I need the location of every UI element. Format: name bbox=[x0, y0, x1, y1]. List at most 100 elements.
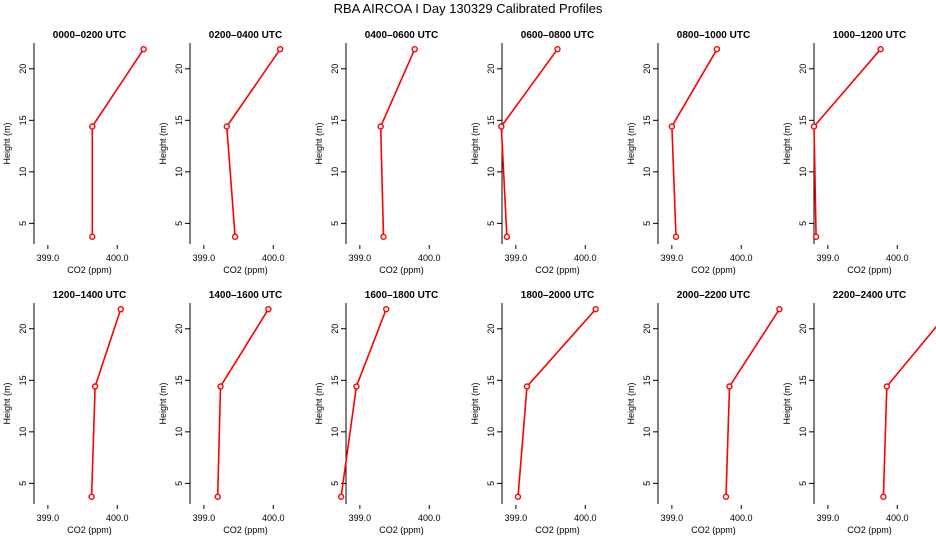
panel-11-data-point bbox=[776, 305, 783, 313]
panel-10-y-tick-label: 15 bbox=[486, 375, 496, 385]
panel-12-x-tick-label: 400.0 bbox=[886, 513, 909, 523]
panel-4-data-point bbox=[554, 45, 561, 53]
panel-9-data-point bbox=[383, 305, 390, 313]
panel-7-data-point bbox=[88, 493, 95, 500]
panel-11-y-label: Height (m) bbox=[626, 382, 636, 424]
panel-2-y-label: Height (m) bbox=[158, 122, 168, 164]
panel-10-data-point bbox=[523, 383, 531, 390]
panel-10-data-point bbox=[592, 305, 599, 313]
panel-2-data-point bbox=[276, 45, 284, 53]
panel-3-title: 0400–0600 UTC bbox=[365, 30, 438, 41]
panel-5-x-tick-label: 400.0 bbox=[730, 253, 753, 263]
panel-1-x-tick-label: 400.0 bbox=[106, 253, 129, 263]
panel-2-x-tick-label: 400.0 bbox=[262, 253, 285, 263]
panel-1-x-label: CO2 (ppm) bbox=[67, 265, 112, 275]
panel-2-y-tick-label: 5 bbox=[174, 221, 184, 226]
panel-4-data-point bbox=[498, 123, 505, 130]
panel-12-title: 2200–2400 UTC bbox=[833, 290, 906, 301]
panel-11-x-tick-label: 400.0 bbox=[730, 513, 753, 523]
panel-6-y-tick-label: 10 bbox=[798, 167, 808, 177]
panel-1-y-tick-label: 15 bbox=[18, 115, 28, 125]
panel-9-x-tick-label: 399.0 bbox=[349, 513, 372, 523]
panel-6-x-tick-label: 400.0 bbox=[886, 253, 909, 263]
panel-9-series-line bbox=[340, 308, 387, 497]
panel-7-y-label: Height (m) bbox=[2, 382, 12, 424]
panel-10-title: 1800–2000 UTC bbox=[521, 290, 594, 301]
panel-4-y-tick-label: 20 bbox=[486, 64, 496, 74]
panel-2-data-point bbox=[223, 123, 230, 130]
panel-12-series-line bbox=[882, 325, 936, 497]
panel-12-x-label: CO2 (ppm) bbox=[847, 525, 892, 535]
panel-3-data-point bbox=[377, 123, 384, 130]
panel-6-y-tick-label: 5 bbox=[798, 221, 808, 226]
panel-9-y-tick-label: 5 bbox=[330, 481, 340, 486]
panel-9-y-tick-label: 15 bbox=[330, 375, 340, 385]
panel-8-series-line bbox=[216, 308, 270, 497]
panel-6-x-label: CO2 (ppm) bbox=[847, 265, 892, 275]
panel-7-x-tick-label: 399.0 bbox=[37, 513, 60, 523]
panel-12-y-label: Height (m) bbox=[782, 382, 792, 424]
panel-10-y-tick-label: 10 bbox=[486, 427, 496, 437]
panel-8-data-point bbox=[265, 305, 272, 313]
panel-1-series-line bbox=[91, 48, 145, 237]
panel-2-y-tick-label: 15 bbox=[174, 115, 184, 125]
panel-12-y-tick-label: 20 bbox=[798, 324, 808, 334]
panel-4-y-label: Height (m) bbox=[470, 122, 480, 164]
panel-5-y-tick-label: 20 bbox=[642, 64, 652, 74]
panel-12-y-tick-label: 15 bbox=[798, 375, 808, 385]
panel-9-y-tick-label: 10 bbox=[330, 427, 340, 437]
figure-title: RBA AIRCOA I Day 130329 Calibrated Profi… bbox=[333, 1, 603, 16]
panel-9-x-label: CO2 (ppm) bbox=[379, 525, 424, 535]
panel-7-y-tick-label: 15 bbox=[18, 375, 28, 385]
panel-12-x-tick-label: 399.0 bbox=[817, 513, 840, 523]
panel-7-y-tick-label: 10 bbox=[18, 427, 28, 437]
panel-7-data-point bbox=[91, 383, 99, 390]
panel-4-x-tick-label: 400.0 bbox=[574, 253, 597, 263]
panel-11-data-point bbox=[722, 493, 730, 500]
panel-8-y-tick-label: 10 bbox=[174, 427, 184, 437]
panel-11-y-tick-label: 15 bbox=[642, 375, 652, 385]
panel-2-title: 0200–0400 UTC bbox=[209, 30, 282, 41]
panel-8-x-tick-label: 399.0 bbox=[193, 513, 216, 523]
panel-10-data-point bbox=[514, 493, 522, 500]
panel-8-y-label: Height (m) bbox=[158, 382, 168, 424]
panel-8-y-tick-label: 5 bbox=[174, 481, 184, 486]
panel-6-y-label: Height (m) bbox=[782, 122, 792, 164]
panel-5-data-point bbox=[672, 233, 680, 240]
panel-5-series-line bbox=[671, 48, 718, 237]
panel-7-y-tick-label: 5 bbox=[18, 481, 28, 486]
panel-3-x-tick-label: 400.0 bbox=[418, 253, 441, 263]
panel-4-series-line bbox=[500, 48, 559, 237]
panel-4-y-tick-label: 10 bbox=[486, 167, 496, 177]
panel-5-data-point bbox=[713, 45, 721, 53]
panel-2-series-line bbox=[225, 48, 281, 237]
panel-4-data-point bbox=[503, 233, 511, 240]
panel-1-y-tick-label: 10 bbox=[18, 167, 28, 177]
panel-8-y-tick-label: 20 bbox=[174, 324, 184, 334]
panel-6-data-point bbox=[810, 123, 818, 130]
panel-9-title: 1600–1800 UTC bbox=[365, 290, 438, 301]
panel-10-y-tick-label: 20 bbox=[486, 324, 496, 334]
panel-6-x-tick-label: 399.0 bbox=[817, 253, 840, 263]
panel-6-data-point bbox=[812, 233, 820, 240]
panel-3-x-label: CO2 (ppm) bbox=[379, 265, 424, 275]
panel-7-series-line bbox=[90, 308, 122, 497]
panel-2-x-label: CO2 (ppm) bbox=[223, 265, 268, 275]
panel-2-y-tick-label: 10 bbox=[174, 167, 184, 177]
panel-12-y-tick-label: 10 bbox=[798, 427, 808, 437]
panel-8-data-point bbox=[217, 383, 224, 390]
panel-9-y-label: Height (m) bbox=[314, 382, 324, 424]
panel-10-x-tick-label: 400.0 bbox=[574, 513, 597, 523]
panel-11-series-line bbox=[725, 308, 781, 497]
panel-2-x-tick-label: 399.0 bbox=[193, 253, 216, 263]
panel-12-data-point bbox=[883, 383, 891, 390]
panel-8-x-tick-label: 400.0 bbox=[262, 513, 285, 523]
panel-6-data-point bbox=[877, 45, 884, 53]
panel-2-y-tick-label: 20 bbox=[174, 64, 184, 74]
panel-5-y-label: Height (m) bbox=[626, 122, 636, 164]
panel-2-data-point bbox=[231, 233, 239, 240]
panel-5-x-label: CO2 (ppm) bbox=[691, 265, 736, 275]
panel-3-y-tick-label: 15 bbox=[330, 115, 340, 125]
panel-4-x-tick-label: 399.0 bbox=[505, 253, 528, 263]
panel-12-y-tick-label: 5 bbox=[798, 481, 808, 486]
